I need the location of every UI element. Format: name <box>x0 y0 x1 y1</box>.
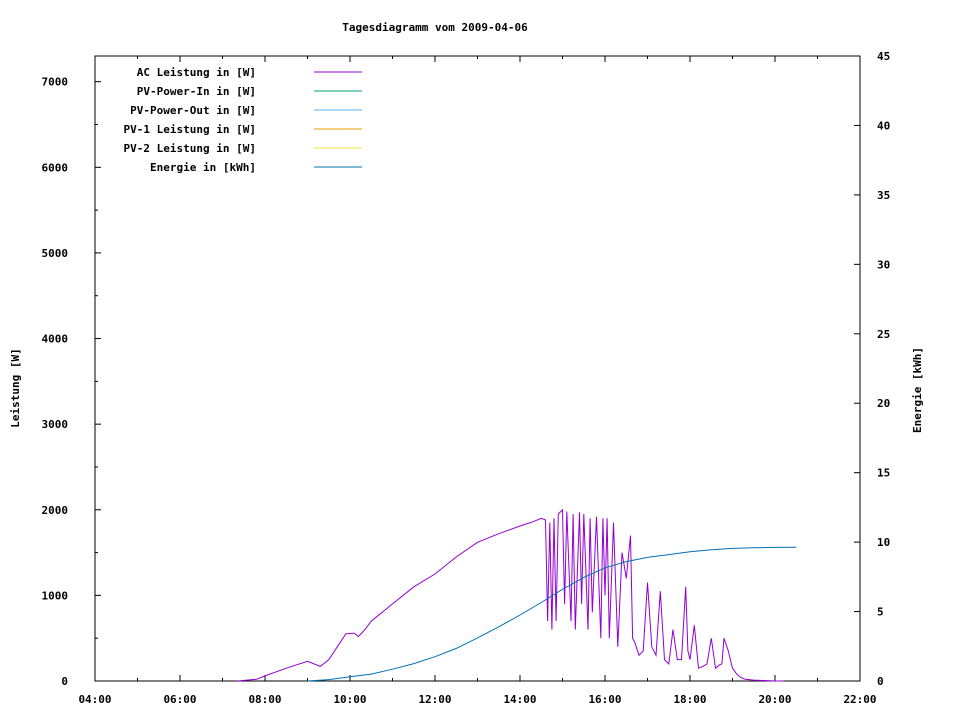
y-tick-label: 7000 <box>42 76 69 89</box>
y2-axis-label: Energie [kWh] <box>911 347 924 433</box>
x-tick-label: 10:00 <box>333 693 366 706</box>
y2-tick-label: 30 <box>877 258 890 271</box>
y-axis-label: Leistung [W] <box>9 348 22 427</box>
legend-label: PV-1 Leistung in [W] <box>124 123 256 136</box>
x-tick-label: 16:00 <box>588 693 621 706</box>
y2-tick-label: 10 <box>877 536 890 549</box>
y-tick-label: 5000 <box>42 247 69 260</box>
y-tick-label: 3000 <box>42 418 69 431</box>
legend-label: PV-Power-In in [W] <box>137 85 256 98</box>
y-tick-label: 1000 <box>42 589 69 602</box>
x-tick-label: 22:00 <box>843 693 876 706</box>
legend-label: PV-Power-Out in [W] <box>130 104 256 117</box>
legend-label: AC Leistung in [W] <box>137 66 256 79</box>
legend-label: Energie in [kWh] <box>150 161 256 174</box>
y-tick-label: 0 <box>61 675 68 688</box>
x-tick-label: 14:00 <box>503 693 536 706</box>
y2-tick-label: 40 <box>877 119 890 132</box>
x-tick-label: 04:00 <box>78 693 111 706</box>
chart-title: Tagesdiagramm vom 2009-04-06 <box>342 21 528 34</box>
y2-tick-label: 20 <box>877 397 890 410</box>
y-tick-label: 4000 <box>42 333 69 346</box>
y2-tick-label: 45 <box>877 50 890 63</box>
x-tick-label: 06:00 <box>163 693 196 706</box>
series-line <box>307 546 797 682</box>
x-tick-label: 08:00 <box>248 693 281 706</box>
axis-ticks: 04:00 06:00 08:00 10:00 12:00 14:00 16:00 18:00… <box>42 50 891 706</box>
x-tick-label: 12:00 <box>418 693 451 706</box>
y-tick-label: 2000 <box>42 504 69 517</box>
y2-tick-label: 0 <box>877 675 884 688</box>
legend-label: PV-2 Leistung in [W] <box>124 142 256 155</box>
y2-tick-label: 15 <box>877 467 890 480</box>
legend: AC Leistung in [W] PV-Power-In in [W] PV-P… <box>124 66 362 174</box>
series-lines <box>237 508 797 682</box>
y2-tick-label: 25 <box>877 328 890 341</box>
x-tick-label: 18:00 <box>673 693 706 706</box>
x-tick-label: 20:00 <box>758 693 791 706</box>
y-tick-label: 6000 <box>42 161 69 174</box>
series-line <box>237 508 784 682</box>
y2-tick-label: 35 <box>877 189 890 202</box>
y2-tick-label: 5 <box>877 606 884 619</box>
